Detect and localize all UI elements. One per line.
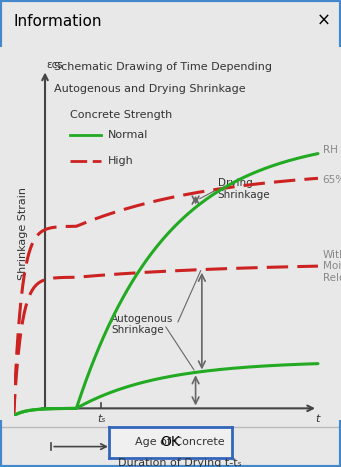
Text: OK: OK [161,436,180,449]
Text: ×: × [317,12,331,30]
Text: Autogenous and Drying Shrinkage: Autogenous and Drying Shrinkage [55,84,246,94]
Text: Normal: Normal [108,130,148,140]
Text: Information: Information [14,14,102,28]
Text: Schematic Drawing of Time Depending: Schematic Drawing of Time Depending [55,62,272,72]
Text: Age of Concrete: Age of Concrete [135,438,225,447]
Text: tₛ: tₛ [97,414,106,424]
Text: Without
Moisture
Release: Without Moisture Release [323,249,341,283]
Text: High: High [108,156,134,166]
Text: t: t [316,414,320,424]
Text: Shrinkage Strain: Shrinkage Strain [18,187,28,280]
Text: εcs: εcs [47,60,63,70]
Text: Autogenous
Shrinkage: Autogenous Shrinkage [111,314,173,335]
Text: Drying
Shrinkage: Drying Shrinkage [218,178,270,200]
Text: 65%: 65% [323,175,341,185]
Text: RH - 65%: RH - 65% [323,145,341,155]
Text: Concrete Strength: Concrete Strength [70,110,172,120]
Text: Duration of Drying t-tₛ: Duration of Drying t-tₛ [118,458,242,467]
